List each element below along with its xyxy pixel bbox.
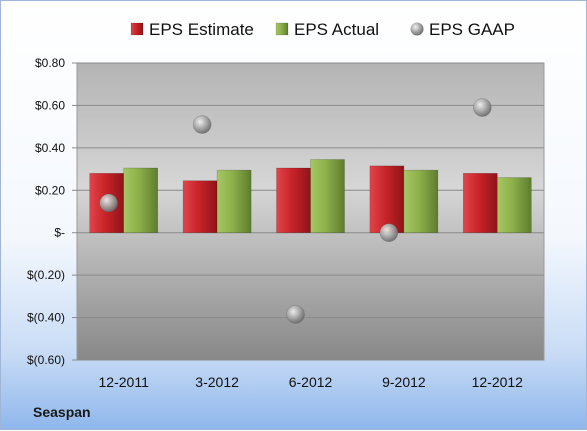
legend-swatch: [275, 22, 289, 36]
y-tick-label: $0.40: [35, 141, 65, 155]
y-axis-labels: $0.80 $0.60 $0.40 $0.20 $- $(0.20) $(0.40) $(0.…: [27, 56, 65, 367]
bar-eps-actual: [496, 177, 532, 234]
legend-label: EPS GAAP: [429, 20, 515, 39]
point-eps-gaap: [99, 193, 118, 213]
y-tick-label: $0.60: [35, 98, 65, 112]
point-eps-gaap: [472, 98, 492, 117]
point-eps-gaap: [192, 115, 212, 134]
company-name: Seaspan: [33, 404, 91, 420]
y-tick-label: $(0.20): [27, 268, 65, 282]
y-tick-label: $-: [54, 226, 65, 240]
legend: EPS Estimate EPS Actual EPS GAAP: [130, 20, 515, 39]
bar-eps-actual: [123, 167, 158, 234]
x-tick-label: 6-2012: [289, 374, 333, 390]
legend-label: EPS Actual: [294, 20, 379, 39]
legend-label: EPS Estimate: [149, 20, 254, 39]
legend-swatch: [410, 22, 424, 36]
x-axis-labels: 12-2011 3-2012 6-2012 9-2012 12-2012: [99, 374, 524, 390]
y-tick-label: $0.20: [35, 183, 65, 197]
bar-eps-actual: [403, 169, 439, 234]
bar-eps-actual: [216, 169, 252, 234]
y-tick-label: $(0.60): [27, 353, 65, 367]
bar-eps-estimate: [182, 180, 218, 234]
x-tick-label: 12-2011: [99, 374, 150, 390]
bar-eps-actual: [310, 159, 345, 234]
bar-eps-estimate: [462, 173, 498, 234]
x-tick-label: 9-2012: [382, 374, 426, 390]
bar-eps-estimate: [276, 167, 311, 234]
y-tick-label: $0.80: [35, 56, 65, 70]
y-tick-label: $(0.40): [27, 311, 65, 325]
x-tick-label: 3-2012: [195, 374, 239, 390]
bar-eps-estimate: [369, 165, 405, 234]
x-tick-label: 12-2012: [472, 374, 524, 390]
gaap-points: [99, 98, 492, 324]
legend-swatch: [130, 22, 144, 36]
point-eps-gaap: [286, 305, 305, 324]
point-eps-gaap: [379, 223, 399, 243]
